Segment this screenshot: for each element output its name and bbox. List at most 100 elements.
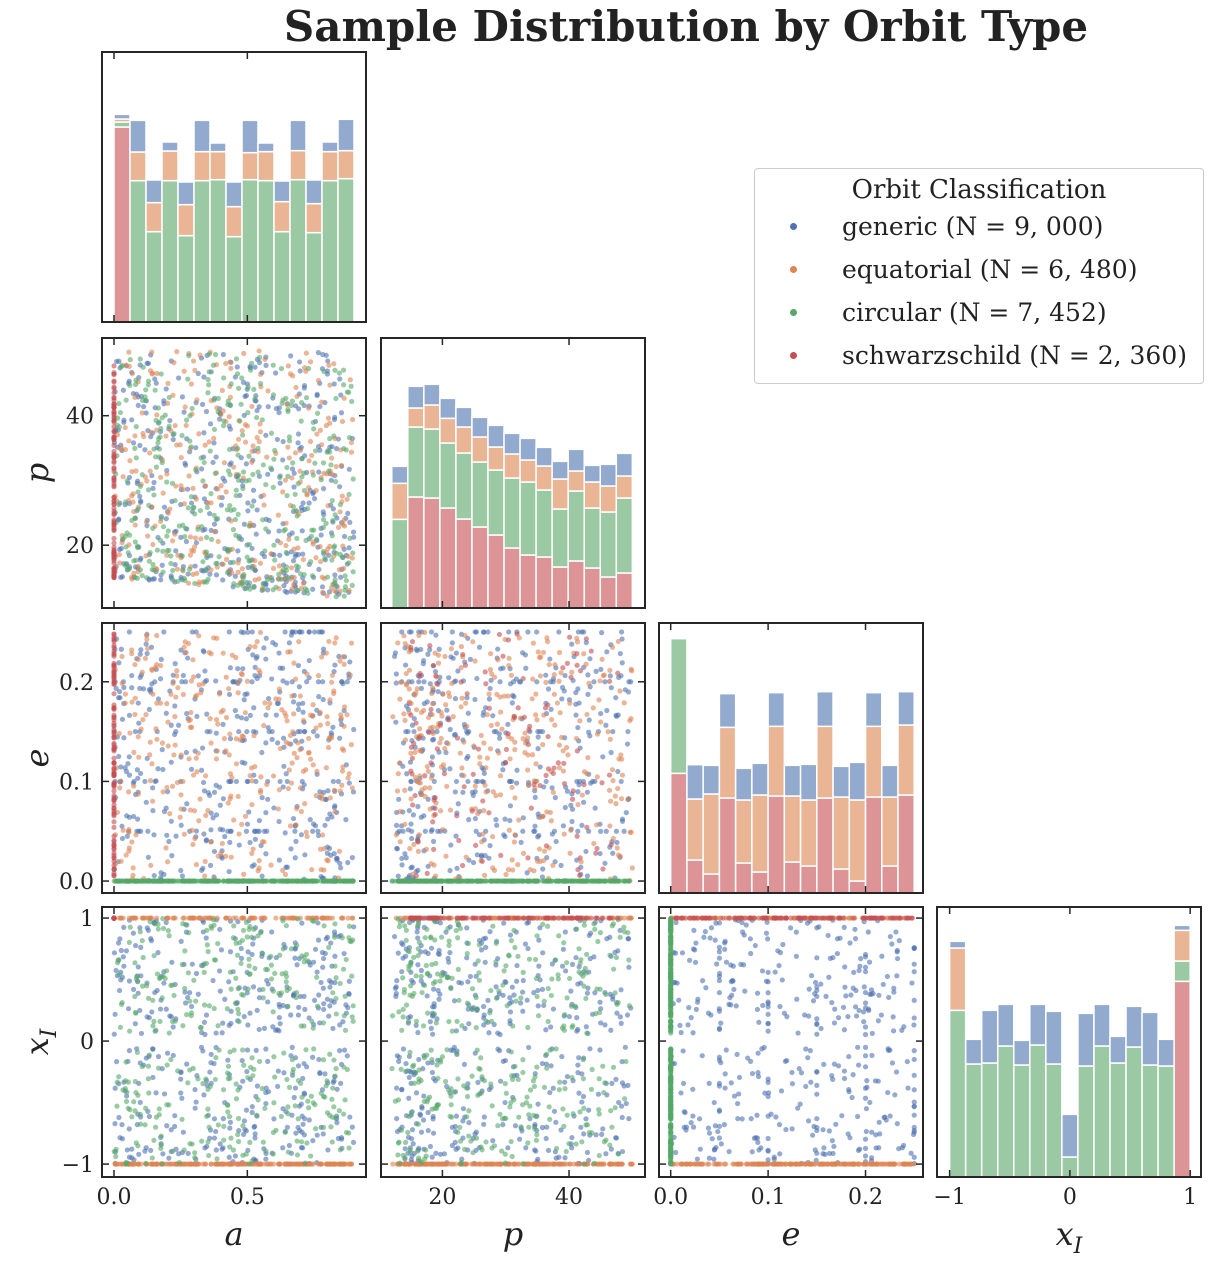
scatter-point-schwarzschild — [555, 760, 561, 766]
scatter-point-generic — [203, 1012, 210, 1018]
scatter-point-generic — [126, 814, 133, 820]
scatter-point-equatorial — [275, 806, 281, 812]
scatter-point-generic — [321, 1001, 327, 1007]
scatter-point-circular — [311, 426, 317, 432]
scatter-point-circular — [342, 993, 348, 999]
scatter-point-equatorial — [574, 639, 581, 645]
scatter-point-equatorial — [435, 660, 442, 666]
scatter-point-equatorial — [438, 735, 444, 742]
scatter-point-generic — [292, 1085, 299, 1091]
hist-bar-circular — [599, 511, 618, 578]
hist-bar-equatorial — [718, 726, 737, 799]
scatter-point-circular — [233, 493, 239, 499]
scatter-point-equatorial — [189, 827, 195, 833]
scatter-point-circular — [320, 516, 327, 523]
scatter-point-equatorial — [190, 485, 196, 492]
scatter-point-equatorial — [138, 726, 144, 732]
scatter-point-generic — [151, 872, 157, 879]
scatter-point-generic — [218, 947, 225, 953]
scatter-point-circular — [159, 460, 165, 466]
scatter-point-generic — [534, 629, 540, 635]
scatter-point-generic — [263, 1156, 269, 1162]
scatter-point-equatorial — [306, 735, 312, 742]
scatter-point-equatorial — [594, 731, 601, 737]
scatter-point-generic — [280, 438, 286, 445]
scatter-point-circular — [233, 1096, 240, 1102]
scatter-point-circular — [320, 878, 327, 884]
scatter-point-schwarzschild — [520, 675, 526, 682]
scatter-point-generic — [334, 1086, 340, 1092]
scatter-point-equatorial — [318, 867, 324, 873]
scatter-point-schwarzschild — [570, 788, 576, 794]
scatter-point-circular — [186, 352, 192, 359]
hist-bar-schwarzschild — [503, 547, 521, 609]
scatter-point-equatorial — [181, 368, 187, 374]
scatter-point-equatorial — [459, 695, 465, 701]
scatter-point-equatorial — [174, 566, 181, 572]
scatter-point-equatorial — [219, 387, 225, 393]
scatter-point-equatorial — [402, 821, 408, 827]
scatter-point-generic — [265, 404, 271, 410]
scatter-point-generic — [149, 472, 155, 479]
scatter-point-equatorial — [319, 915, 325, 921]
scatter-point-equatorial — [344, 712, 350, 718]
scatter-point-generic — [182, 460, 188, 466]
scatter-point-schwarzschild — [111, 805, 117, 811]
scatter-point-generic — [296, 1004, 302, 1010]
scatter-point-equatorial — [483, 765, 489, 771]
scatter-point-circular — [340, 878, 347, 884]
scatter-point-circular — [333, 1011, 339, 1017]
scatter-point-generic — [276, 857, 282, 863]
hist-bar-equatorial — [487, 446, 505, 471]
scatter-point-generic — [316, 694, 322, 700]
scatter-point-circular — [433, 878, 439, 884]
hist-bar-circular — [337, 177, 355, 323]
scatter-point-generic — [201, 374, 207, 380]
scatter-point-schwarzschild — [432, 805, 438, 811]
scatter-point-generic — [599, 630, 605, 636]
scatter-point-schwarzschild — [430, 819, 436, 825]
scatter-point-generic — [514, 767, 520, 773]
scatter-point-equatorial — [520, 850, 527, 856]
scatter-point-schwarzschild — [111, 371, 117, 377]
scatter-point-generic — [312, 496, 318, 502]
scatter-point-equatorial — [317, 1161, 323, 1167]
hist-bar-circular — [535, 489, 553, 558]
scatter-point-schwarzschild — [600, 866, 606, 872]
scatter-point-circular — [235, 477, 242, 483]
scatter-point-generic — [226, 629, 232, 635]
scatter-point-circular — [272, 970, 278, 976]
scatter-point-generic — [137, 557, 143, 563]
scatter-point-equatorial — [341, 523, 348, 529]
scatter-point-circular — [342, 573, 348, 579]
scatter-point-generic — [470, 792, 476, 798]
scatter-point-generic — [168, 818, 174, 824]
scatter-point-circular — [204, 878, 210, 884]
scatter-point-schwarzschild — [473, 842, 479, 849]
hist-bar-schwarzschild — [686, 859, 704, 894]
scatter-point-generic — [472, 815, 478, 822]
scatter-point-circular — [285, 1003, 291, 1009]
scatter-point-generic — [251, 705, 257, 711]
scatter-point-equatorial — [249, 802, 255, 808]
scatter-point-circular — [203, 1076, 209, 1082]
scatter-point-generic — [146, 1113, 153, 1120]
scatter-point-generic — [252, 364, 258, 370]
scatter-point-circular — [212, 1076, 218, 1083]
scatter-point-circular — [215, 516, 221, 522]
scatter-point-generic — [203, 935, 209, 941]
scatter-point-equatorial — [118, 446, 124, 452]
scatter-point-generic — [201, 788, 208, 794]
scatter-point-equatorial — [118, 858, 124, 864]
scatter-point-equatorial — [585, 755, 591, 761]
scatter-point-equatorial — [249, 850, 255, 856]
scatter-point-schwarzschild — [431, 846, 437, 852]
scatter-point-generic — [263, 740, 269, 746]
scatter-point-equatorial — [235, 679, 242, 685]
scatter-point-circular — [301, 571, 307, 578]
scatter-point-equatorial — [618, 796, 625, 802]
scatter-point-generic — [160, 1151, 166, 1157]
scatter-point-circular — [305, 1098, 311, 1104]
scatter-point-equatorial — [418, 748, 424, 754]
scatter-point-circular — [246, 558, 252, 564]
